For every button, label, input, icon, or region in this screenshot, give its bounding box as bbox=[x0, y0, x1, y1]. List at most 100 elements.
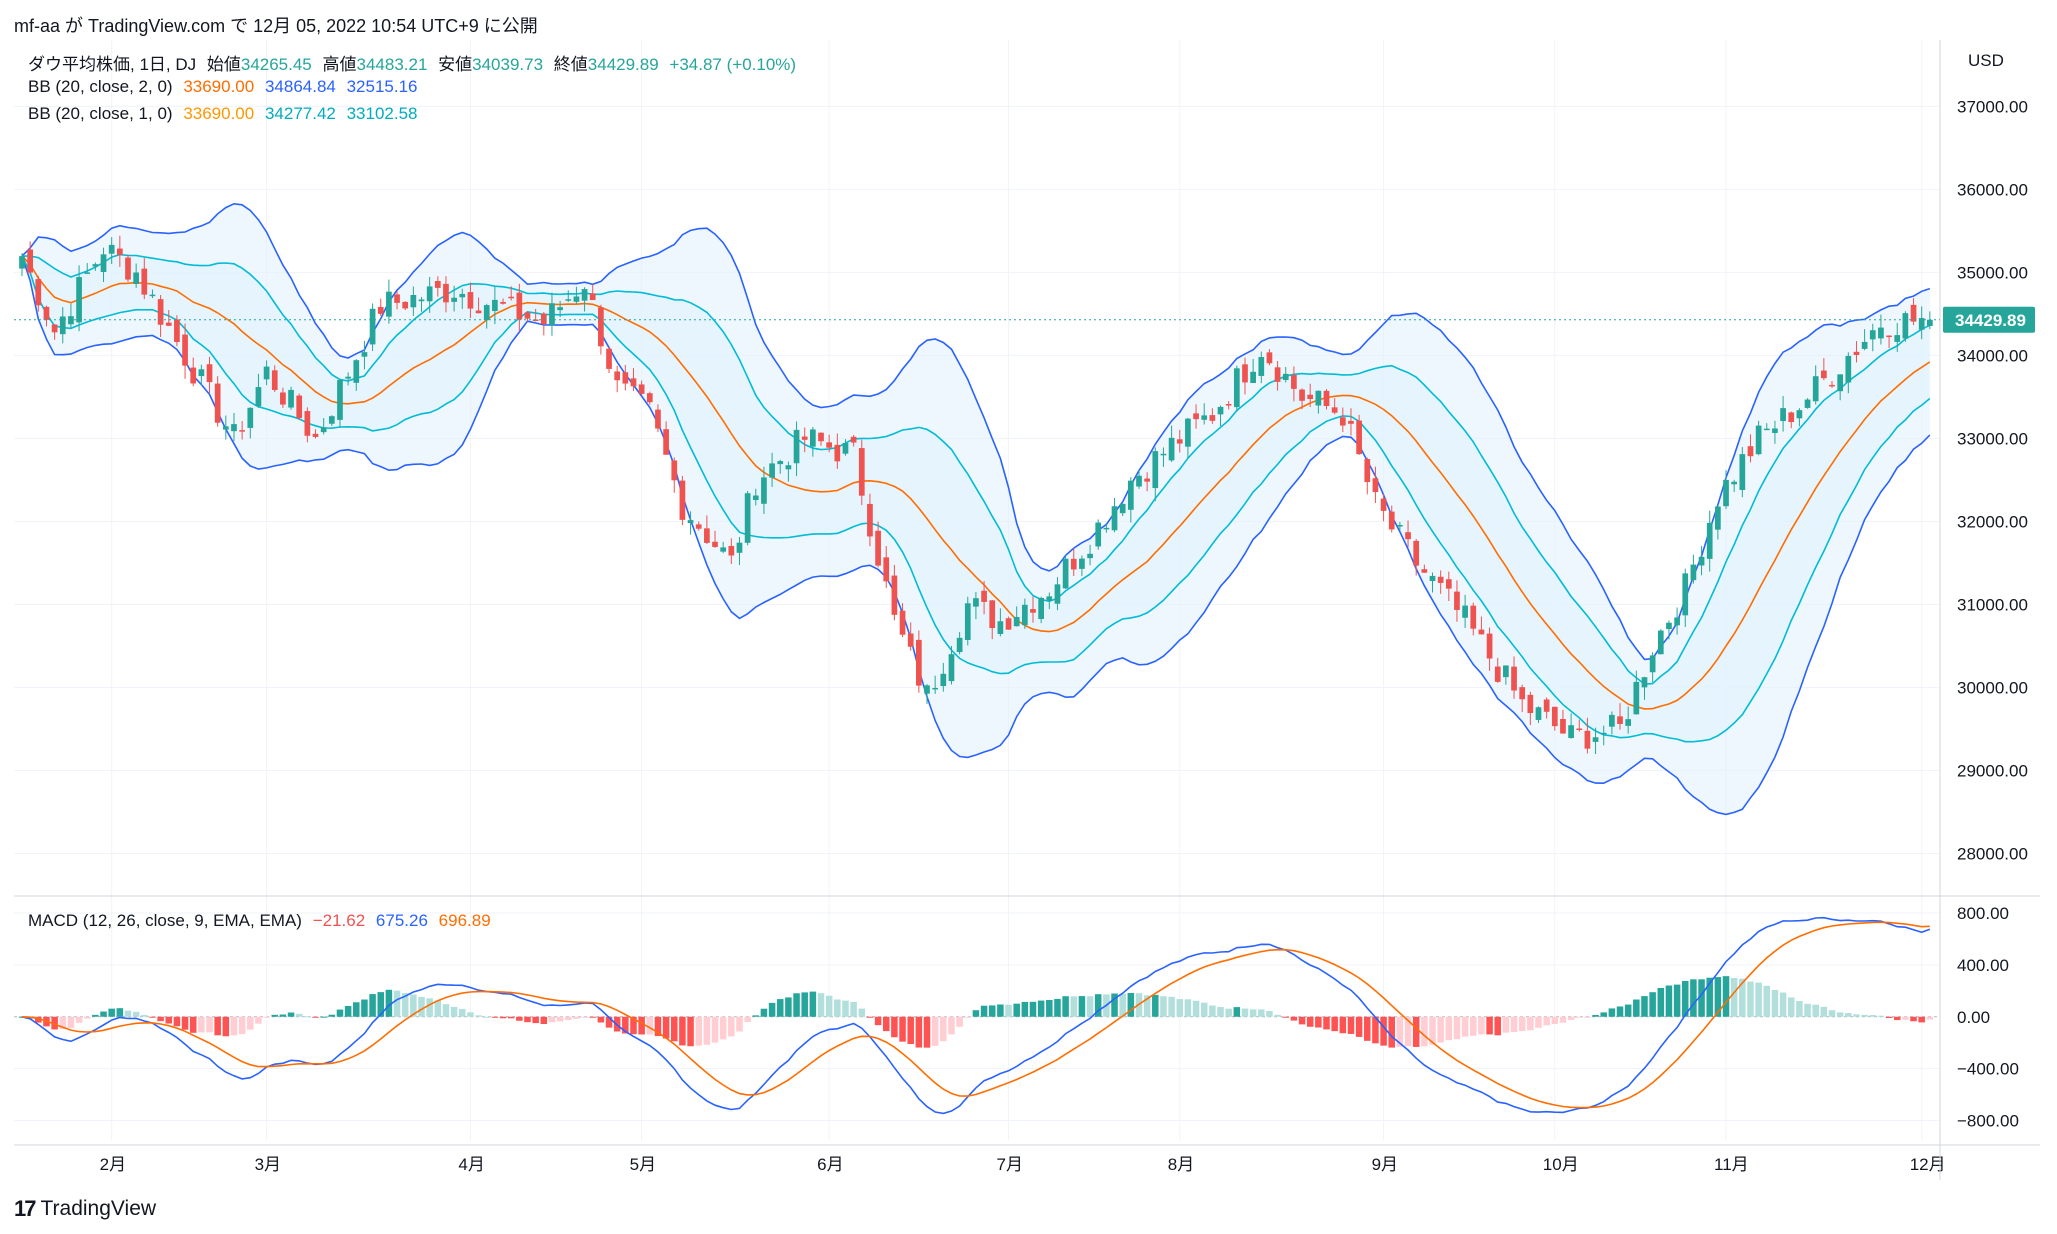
macd-histogram-bar bbox=[1429, 1016, 1436, 1045]
candle-body bbox=[312, 433, 319, 437]
candle-body bbox=[549, 303, 555, 326]
candle-body bbox=[19, 256, 25, 269]
candle-body bbox=[1706, 522, 1713, 559]
legend-low: 34039.73 bbox=[472, 55, 544, 74]
legend-symbol: ダウ平均株価, 1日, DJ bbox=[28, 55, 197, 74]
candle-body bbox=[1821, 370, 1827, 379]
macd-histogram-bar bbox=[817, 993, 825, 1017]
candle-body bbox=[1429, 575, 1436, 582]
candle-body bbox=[557, 307, 563, 311]
candle-body bbox=[1478, 629, 1485, 635]
candle-body bbox=[777, 461, 784, 465]
candle-body bbox=[125, 257, 131, 280]
candle-body bbox=[867, 503, 873, 537]
macd-histogram-bar bbox=[687, 1016, 694, 1047]
candle-body bbox=[614, 371, 621, 381]
candle-body bbox=[704, 528, 710, 543]
macd-histogram-bar bbox=[279, 1014, 287, 1017]
bb2-upper-line bbox=[21, 202, 1931, 661]
candle-body bbox=[1217, 406, 1224, 415]
candle-body bbox=[508, 296, 515, 299]
macd-histogram-bar bbox=[1869, 1014, 1877, 1017]
macd-histogram-bar bbox=[51, 1016, 58, 1030]
macd-histogram-bar bbox=[728, 1016, 735, 1037]
macd-histogram-bar bbox=[1747, 981, 1754, 1017]
macd-histogram-bar bbox=[459, 1008, 466, 1017]
macd-histogram-bar bbox=[516, 1016, 523, 1021]
macd-line bbox=[21, 916, 1931, 1115]
macd-histogram-bar bbox=[622, 1016, 629, 1034]
footer-brand[interactable]: 17 TradingView bbox=[14, 1196, 156, 1222]
candle-body bbox=[1266, 352, 1273, 364]
candle-body bbox=[328, 416, 335, 424]
candle-body bbox=[198, 369, 205, 377]
macd-histogram-bar bbox=[1290, 1016, 1298, 1021]
candle-body bbox=[1926, 319, 1933, 326]
candle-body bbox=[247, 407, 254, 428]
legend-high-label: 高値 bbox=[322, 55, 357, 74]
macd-histogram-bar bbox=[1551, 1016, 1559, 1024]
candle-body bbox=[606, 348, 612, 369]
candle-body bbox=[108, 244, 115, 254]
candle-body bbox=[915, 639, 922, 686]
macd-histogram-bar bbox=[467, 1012, 474, 1017]
bb2-lower-line bbox=[21, 255, 1931, 816]
candle-body bbox=[1445, 579, 1452, 589]
candle-body bbox=[174, 319, 180, 343]
macd-histogram-bar bbox=[874, 1016, 882, 1026]
macd-histogram-bar bbox=[997, 1004, 1004, 1017]
candle-body bbox=[695, 524, 702, 529]
legend-close: 34429.89 bbox=[587, 55, 659, 74]
macd-histogram-bar bbox=[752, 1015, 760, 1017]
macd-histogram-bar bbox=[1176, 999, 1184, 1017]
macd-histogram-bar bbox=[271, 1014, 279, 1017]
candle-body bbox=[736, 542, 743, 553]
candle-body bbox=[989, 600, 996, 629]
brand-name: TradingView bbox=[40, 1197, 157, 1220]
candle-body bbox=[1136, 475, 1142, 487]
candle-body bbox=[410, 295, 417, 308]
macd-histogram-bar bbox=[899, 1016, 906, 1042]
macd-histogram-bar bbox=[1111, 993, 1118, 1017]
candle-body bbox=[483, 305, 490, 321]
candle-body bbox=[1494, 666, 1501, 682]
macd-histogram-bar bbox=[858, 1008, 866, 1017]
macd-histogram-bar bbox=[238, 1016, 246, 1035]
candle-body bbox=[426, 286, 433, 302]
macd-histogram-bar bbox=[116, 1008, 124, 1017]
candle-body bbox=[1918, 318, 1925, 330]
macd-histogram-bar bbox=[1070, 996, 1078, 1017]
candle-body bbox=[92, 264, 99, 267]
candle-body bbox=[1315, 390, 1322, 406]
candle-body bbox=[646, 393, 653, 403]
y-tick-label: 36000.00 bbox=[1957, 180, 2028, 199]
macd-histogram-bar bbox=[1796, 1001, 1803, 1017]
candle-body bbox=[1119, 503, 1126, 514]
candle-body bbox=[1519, 687, 1526, 700]
macd-histogram-bar bbox=[377, 992, 385, 1017]
macd-histogram-bar bbox=[1478, 1016, 1485, 1035]
macd-histogram-bar bbox=[1779, 992, 1787, 1017]
macd-histogram-bar bbox=[1633, 999, 1640, 1017]
macd-histogram-bar bbox=[956, 1016, 963, 1027]
macd-histogram-bar bbox=[907, 1016, 914, 1045]
candle-body bbox=[1348, 420, 1354, 424]
candle-body bbox=[418, 299, 425, 302]
candle-body bbox=[1454, 591, 1460, 610]
candle-body bbox=[1299, 389, 1305, 401]
macd-histogram-bar bbox=[1608, 1008, 1616, 1017]
candle-body bbox=[638, 384, 645, 394]
candle-body bbox=[35, 279, 42, 306]
legend-bb2-label: BB (20, close, 2, 0) bbox=[28, 77, 173, 96]
macd-histogram-bar bbox=[1021, 1001, 1029, 1017]
macd-pane bbox=[18, 916, 1934, 1115]
candle-body bbox=[1242, 364, 1248, 383]
macd-histogram-bar bbox=[1730, 978, 1738, 1017]
macd-histogram-bar bbox=[524, 1016, 531, 1023]
macd-histogram-bar bbox=[719, 1016, 727, 1040]
macd-histogram-bar bbox=[499, 1016, 507, 1019]
candle-body bbox=[981, 590, 987, 602]
candle-body bbox=[1568, 725, 1574, 739]
macd-histogram-bar bbox=[1527, 1016, 1534, 1031]
